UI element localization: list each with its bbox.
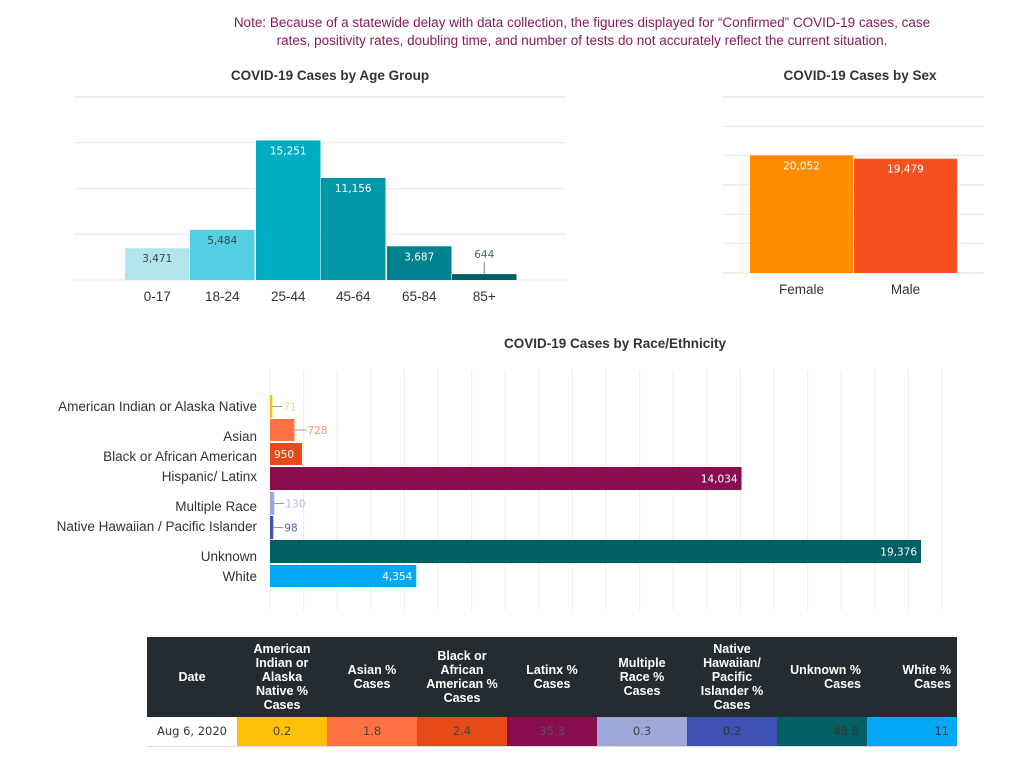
age-value-label: 644 — [474, 249, 494, 261]
col-latinx: Latinx % Cases — [507, 637, 597, 717]
sex-bar-female — [750, 155, 853, 273]
sex-bar-male — [854, 158, 957, 273]
race-chart: 71 American Indian or Alaska Native 728 Asi… — [57, 370, 943, 610]
col-unknown: Unknown % Cases — [777, 637, 867, 717]
race-value-label: 98 — [284, 523, 297, 535]
age-bar-85 — [452, 274, 517, 280]
sex-value-label: 20,052 — [783, 160, 820, 172]
age-bar-45-64 — [321, 177, 386, 280]
col-multiple-race: Multiple Race % Cases — [597, 637, 687, 717]
age-tick-label: 85+ — [473, 289, 496, 304]
col-american-indian: American Indian or Alaska Native % Cases — [237, 637, 327, 717]
sex-chart-title: COVID-19 Cases by Sex — [783, 68, 937, 83]
race-tick-label: American Indian or Alaska Native — [58, 399, 257, 414]
race-value-label: 728 — [307, 425, 327, 437]
table-row: Aug 6, 2020 0.2 1.8 2.4 35.3 0.3 0.2 48.8 11 — [147, 717, 957, 747]
age-tick-label: 25-44 — [271, 289, 306, 304]
sex-tick-label: Female — [779, 282, 824, 297]
race-tick-label: Black or African American — [103, 449, 257, 464]
race-value-label: 130 — [285, 499, 305, 511]
age-chart: 3,471 0-17 5,484 18-24 15,251 25-44 11,156 45-6… — [74, 96, 566, 304]
race-bar-american-indian-or-alaska-native — [270, 395, 273, 418]
race-tick-label: Hispanic/ Latinx — [162, 469, 258, 484]
age-bar-0-17 — [125, 248, 190, 280]
race-value-label: 4,354 — [382, 571, 412, 583]
age-bar-25-44 — [256, 140, 321, 280]
age-tick-label: 45-64 — [336, 289, 371, 304]
age-value-label: 11,156 — [335, 183, 372, 195]
age-value-label: 15,251 — [270, 145, 307, 157]
col-white: White % Cases — [867, 637, 957, 717]
race-bar-asian — [270, 419, 295, 441]
sex-tick-label: Male — [891, 282, 920, 297]
race-bar-native-hawaiian-pacific-islander — [270, 516, 274, 539]
age-value-label: 5,484 — [207, 235, 237, 247]
age-chart-title: COVID-19 Cases by Age Group — [230, 68, 430, 83]
data-delay-note: Note: Because of a statewide delay with … — [233, 15, 931, 48]
table-cell-black-or-african-american-cases: 2.4 — [417, 717, 507, 747]
table-cell-unknown-cases: 48.8 — [777, 717, 867, 747]
race-chart-title: COVID-19 Cases by Race/Ethnicity — [503, 336, 727, 351]
age-tick-label: 18-24 — [205, 289, 240, 304]
race-bar-white — [270, 565, 417, 587]
race-bar-multiple-race — [270, 492, 275, 515]
table-cell-latinx-cases: 35.3 — [507, 717, 597, 747]
table-cell-asian-cases: 1.8 — [327, 717, 417, 747]
table-cell-native-hawaiian-pacific-islander-cases: 0.2 — [687, 717, 777, 747]
col-date: Date — [147, 637, 237, 717]
race-value-label: 71 — [283, 402, 296, 414]
col-black: Black or African American % Cases — [417, 637, 507, 717]
race-bar-unknown — [270, 540, 922, 563]
age-value-label: 3,471 — [142, 253, 172, 265]
race-bar-hispanic-latinx — [270, 467, 742, 490]
charts-canvas: 3,471 0-17 5,484 18-24 15,251 25-44 11,156 45-6… — [57, 96, 984, 610]
age-tick-label: 0-17 — [144, 289, 171, 304]
race-percent-table: Date American Indian or Alaska Native % … — [147, 637, 957, 747]
race-value-label: 19,376 — [880, 547, 917, 559]
age-tick-label: 65-84 — [402, 289, 437, 304]
race-tick-label: White — [222, 569, 257, 584]
race-value-label: 14,034 — [701, 474, 738, 486]
table-cell-white-cases: 11 — [867, 717, 957, 747]
sex-chart: 20,052 Female 19,479 Male — [722, 96, 984, 297]
table-cell-date: Aug 6, 2020 — [147, 717, 237, 747]
age-bar-18-24 — [190, 229, 255, 280]
table-cell-multiple-race-cases: 0.3 — [597, 717, 687, 747]
age-value-label: 3,687 — [404, 251, 434, 263]
table-header-row: Date American Indian or Alaska Native % … — [147, 637, 957, 717]
sex-value-label: 19,479 — [887, 164, 924, 176]
race-tick-label: Multiple Race — [175, 499, 257, 514]
race-tick-label: Asian — [223, 429, 257, 444]
table-cell-american-indian-or-alaska-native-cases: 0.2 — [237, 717, 327, 747]
race-tick-label: Unknown — [201, 549, 257, 564]
col-native-hawaiian: Native Hawaiian/ Pacific Islander % Case… — [687, 637, 777, 717]
col-asian: Asian % Cases — [327, 637, 417, 717]
race-bar-black-or-african-american — [270, 443, 302, 465]
race-tick-label: Native Hawaiian / Pacific Islander — [57, 519, 258, 534]
race-value-label: 950 — [274, 449, 294, 461]
age-bar-65-84 — [387, 246, 452, 280]
